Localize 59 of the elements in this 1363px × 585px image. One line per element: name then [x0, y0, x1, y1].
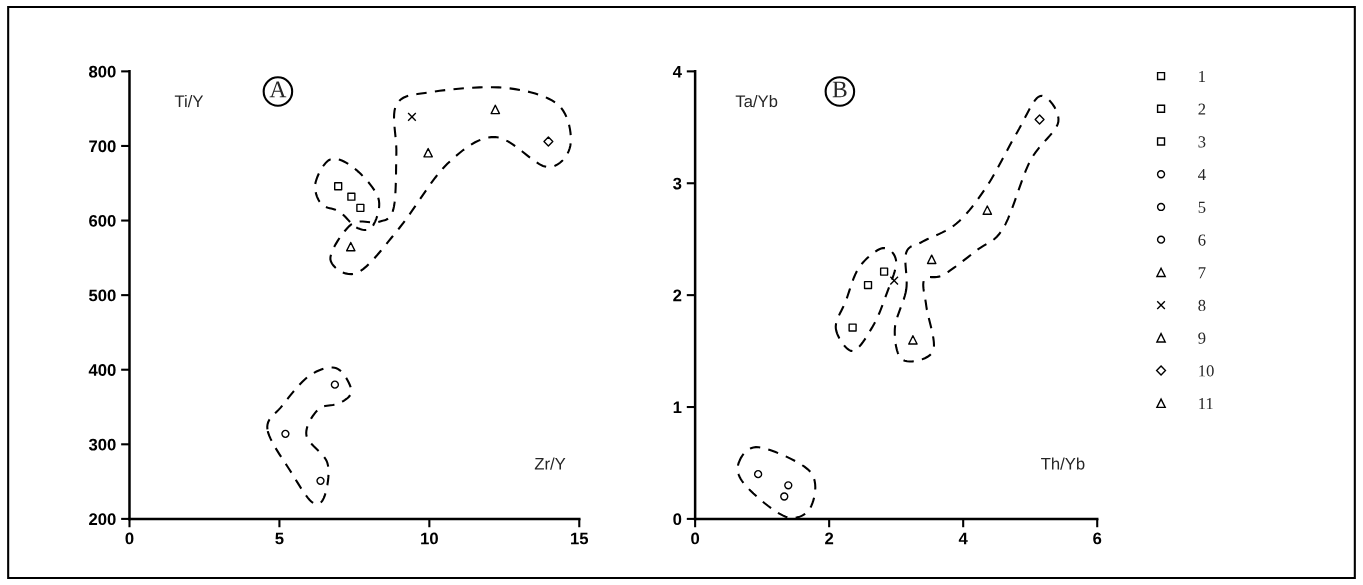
point [316, 476, 325, 486]
legend-label: 2 [1198, 103, 1206, 115]
legend-label: 11 [1199, 398, 1213, 410]
point [281, 429, 290, 439]
chart-title: A [269, 81, 287, 98]
point [334, 182, 343, 191]
legend-label: 3 [1198, 136, 1206, 148]
y-tick-label: 600 [89, 214, 116, 227]
legend-label: 9 [1198, 332, 1206, 344]
point [347, 192, 356, 201]
point [982, 205, 993, 215]
legend-label: 10 [1199, 365, 1214, 377]
point [926, 254, 937, 265]
point [345, 241, 356, 252]
y-tick-label: 200 [89, 513, 116, 526]
point [423, 147, 434, 158]
point [863, 280, 873, 290]
x-tick-label: 5 [275, 532, 284, 545]
y-axis-title: Ti/Y [174, 94, 204, 108]
legend-label: 8 [1198, 299, 1206, 312]
x-axis-title: Th/Yb [1041, 457, 1085, 470]
point [490, 104, 501, 115]
point [753, 469, 763, 479]
legend-label: 4 [1198, 169, 1206, 181]
x-tick-label: 15 [571, 532, 589, 545]
legend-label: 1 [1199, 70, 1206, 82]
point [908, 335, 918, 345]
x-tick-label: 2 [825, 532, 834, 545]
point [1034, 114, 1045, 125]
y-tick-label: 1 [673, 401, 682, 414]
point [889, 276, 899, 286]
legend-label: 6 [1198, 234, 1206, 246]
x-axis-title: Zr/Y [534, 457, 566, 470]
point [879, 267, 889, 276]
x-tick-label: 0 [691, 532, 700, 545]
point [848, 323, 857, 332]
x-tick-label: 10 [421, 532, 438, 545]
y-tick-label: 300 [88, 438, 116, 451]
point [780, 492, 789, 501]
y-tick-label: 400 [88, 364, 116, 376]
y-tick-label: 3 [673, 177, 682, 190]
x-tick-label: 0 [125, 532, 134, 545]
y-tick-label: 700 [89, 140, 116, 153]
y-tick-label: 500 [89, 289, 116, 302]
point [543, 136, 554, 147]
chart-title: B [832, 81, 847, 98]
point [407, 112, 417, 122]
y-tick-label: 2 [673, 289, 682, 302]
y-tick-label: 0 [673, 513, 682, 526]
x-tick-label: 4 [958, 532, 968, 545]
legend-label: 7 [1198, 267, 1206, 279]
y-tick-label: 800 [89, 65, 116, 78]
point [330, 380, 340, 389]
point [784, 481, 793, 490]
point [356, 203, 365, 213]
y-tick-label: 4 [672, 65, 682, 78]
y-axis-title: Ta/Yb [735, 94, 778, 108]
x-tick-label: 6 [1093, 532, 1102, 545]
legend-label: 5 [1198, 201, 1206, 213]
